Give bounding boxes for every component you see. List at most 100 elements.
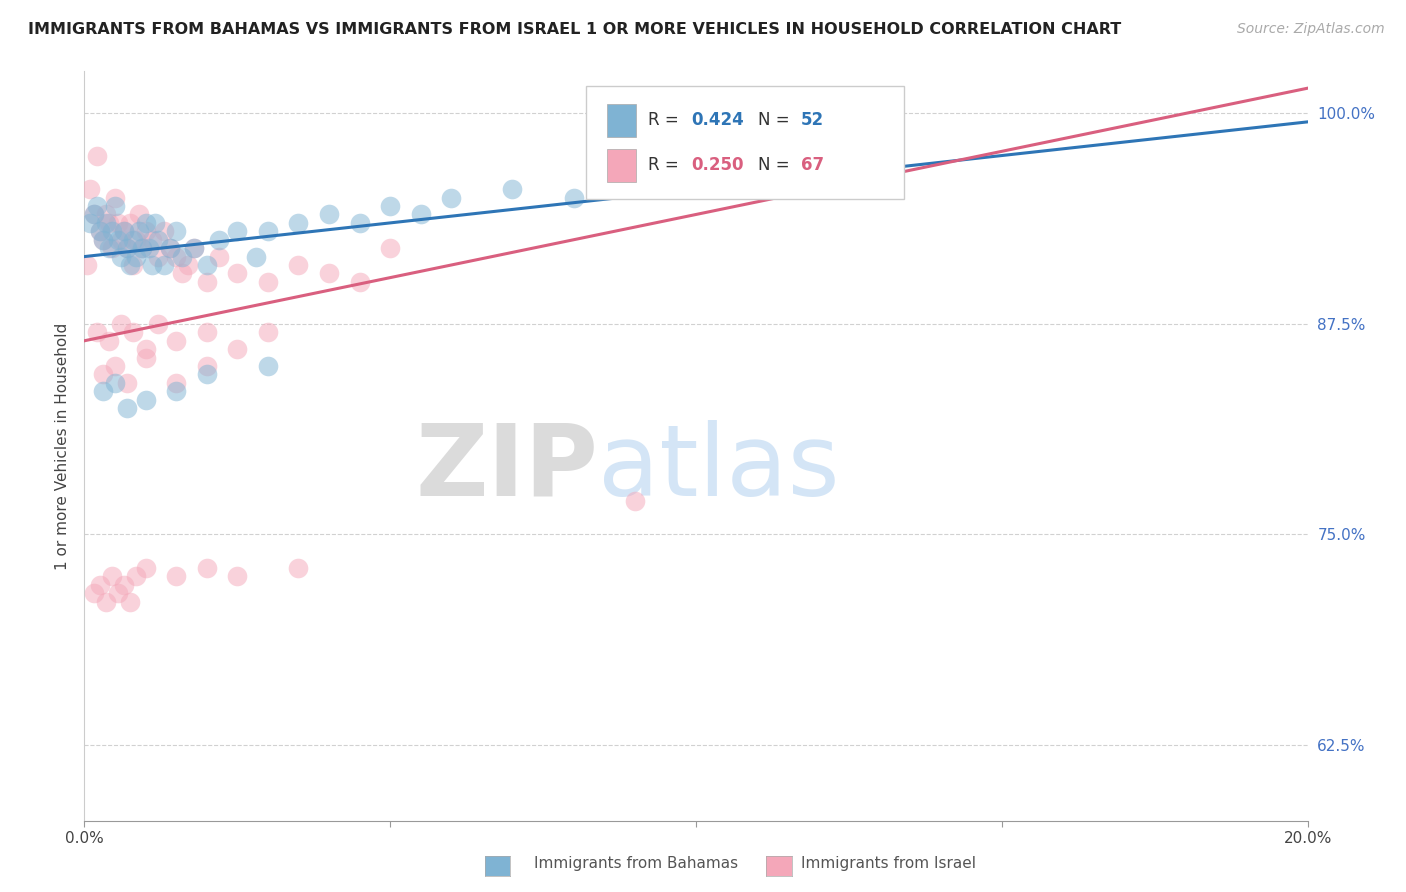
Point [79,216,101,230]
FancyBboxPatch shape [606,149,636,182]
Point [153,224,176,238]
Point [624,493,647,508]
Point [502,182,524,196]
Point [349,275,371,289]
Point [101,569,124,583]
Point [135,561,157,575]
Point [91,233,114,247]
Point [104,199,127,213]
Text: R =: R = [648,156,685,175]
Point [195,258,218,272]
Point [107,216,129,230]
Point [101,241,124,255]
Point [172,250,194,264]
Point [104,376,127,390]
Point [287,258,309,272]
Text: 52: 52 [801,112,824,129]
Point [110,317,132,331]
Point [440,191,463,205]
Point [115,401,138,416]
Point [226,569,249,583]
Point [107,586,129,600]
Point [562,191,585,205]
Point [79,182,101,196]
Text: R =: R = [648,112,685,129]
Point [112,224,135,238]
Point [91,368,114,382]
Point [195,359,218,373]
Y-axis label: 1 or more Vehicles in Household: 1 or more Vehicles in Household [55,322,70,570]
Point [120,258,142,272]
Point [120,216,142,230]
Point [183,241,205,255]
Point [115,241,138,255]
Point [257,275,280,289]
Point [131,241,153,255]
Point [94,207,117,221]
Point [165,384,187,399]
Text: Source: ZipAtlas.com: Source: ZipAtlas.com [1237,22,1385,37]
Point [89,578,111,592]
Point [83,207,105,221]
Point [747,165,769,179]
Point [349,216,371,230]
Point [226,342,249,356]
Point [110,250,132,264]
Point [318,207,340,221]
Point [153,258,176,272]
Point [195,561,218,575]
Point [135,351,157,365]
Point [146,317,169,331]
Point [89,224,111,238]
Point [257,359,280,373]
Point [257,326,280,340]
Point [624,174,647,188]
Point [245,250,267,264]
Point [195,368,218,382]
Point [86,326,108,340]
Point [94,216,117,230]
Point [135,224,157,238]
Point [287,561,309,575]
Point [135,392,157,407]
Point [318,267,340,281]
Point [135,342,157,356]
Point [112,224,135,238]
Point [83,586,105,600]
Point [165,250,187,264]
Point [165,569,187,583]
Point [120,595,142,609]
Point [141,233,163,247]
Point [97,216,120,230]
Point [97,334,120,348]
Point [131,241,153,255]
Text: IMMIGRANTS FROM BAHAMAS VS IMMIGRANTS FROM ISRAEL 1 OR MORE VEHICLES IN HOUSEHOL: IMMIGRANTS FROM BAHAMAS VS IMMIGRANTS FR… [28,22,1122,37]
Point [165,334,187,348]
Point [115,241,138,255]
Text: 0.250: 0.250 [692,156,744,175]
Point [165,224,187,238]
Point [86,148,108,162]
Point [172,267,194,281]
Point [138,241,160,255]
Point [122,326,145,340]
Point [86,199,108,213]
Point [83,207,105,221]
Text: 67: 67 [801,156,824,175]
Point [146,250,169,264]
FancyBboxPatch shape [606,103,636,137]
Point [226,224,249,238]
Point [122,233,145,247]
Point [125,250,148,264]
Point [195,326,218,340]
Text: ZIP: ZIP [415,420,598,517]
Point [143,216,166,230]
Point [257,224,280,238]
Point [128,207,150,221]
Point [104,359,127,373]
Point [409,207,432,221]
Point [685,182,707,196]
Text: Immigrants from Israel: Immigrants from Israel [801,856,976,871]
Point [122,258,145,272]
Point [94,595,117,609]
